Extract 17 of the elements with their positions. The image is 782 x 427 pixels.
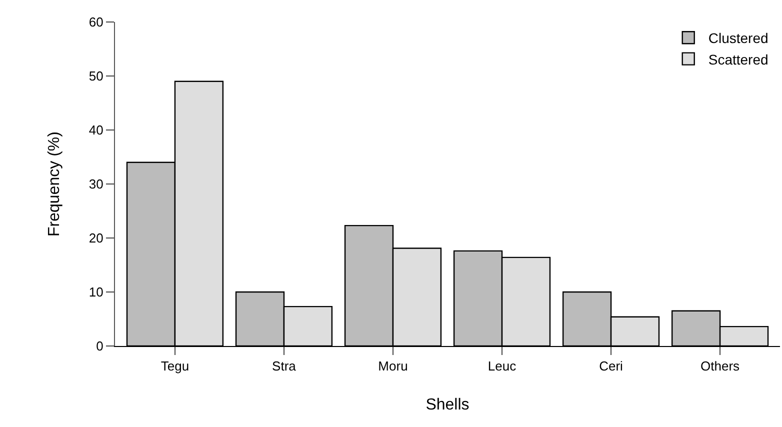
x-axis-title: Shells <box>426 396 470 414</box>
legend-label: Clustered <box>708 30 768 46</box>
y-tick-label: 0 <box>96 338 104 354</box>
y-tick-label: 20 <box>88 230 104 246</box>
y-tick-label: 40 <box>88 122 104 138</box>
y-tick-label: 10 <box>88 284 104 300</box>
y-tick-label: 50 <box>88 68 104 84</box>
x-tick-label: Leuc <box>488 358 517 374</box>
x-tick-label: Others <box>700 358 740 374</box>
x-tick-label: Ceri <box>599 358 624 374</box>
y-tick-label: 30 <box>88 176 104 192</box>
y-tick-label: 60 <box>88 14 104 30</box>
x-tick-label: Stra <box>272 358 297 374</box>
x-tick-label: Moru <box>378 358 408 374</box>
x-tick-label: Tegu <box>160 358 190 374</box>
legend-label: Scattered <box>708 51 768 68</box>
y-axis-title: Frequency (%) <box>46 132 63 236</box>
